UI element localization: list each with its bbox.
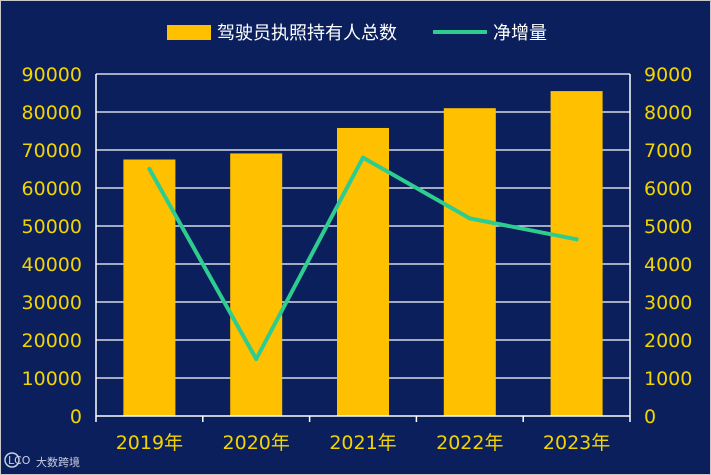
right-tick-label: 5000: [644, 216, 692, 238]
line-point: [147, 167, 152, 171]
left-tick-label: 70000: [22, 140, 82, 162]
line-point: [254, 357, 259, 361]
watermark: LCO 大数跨境: [4, 452, 80, 469]
category-label: 2023年: [543, 432, 610, 454]
watermark-logo-text: LCO: [8, 454, 31, 467]
line-series: [147, 155, 579, 361]
category-label: 2022年: [436, 432, 503, 454]
line-point: [467, 216, 472, 221]
category-label: 2020年: [223, 432, 290, 454]
left-tick-label: 60000: [22, 178, 82, 200]
left-tick-label: 90000: [22, 64, 82, 86]
right-tick-label: 2000: [644, 330, 692, 352]
bar-series: [123, 91, 603, 417]
left-tick-label: 0: [70, 406, 82, 428]
right-tick-label: 6000: [644, 178, 692, 200]
left-tick-label: 20000: [22, 330, 82, 352]
right-tick-label: 8000: [644, 102, 692, 124]
legend-line-label: 净增量: [493, 23, 547, 44]
left-tick-label: 50000: [22, 216, 82, 238]
watermark-text: 大数跨境: [36, 455, 80, 469]
right-tick-label: 7000: [644, 140, 692, 162]
right-tick-label: 0: [644, 406, 656, 428]
left-axis-ticks: 0 10000 20000 30000 40000 50000 60000 70000 8000…: [22, 64, 82, 428]
left-tick-label: 10000: [22, 368, 82, 390]
right-axis-ticks: 0 1000 2000 3000 4000 5000 6000 7000 8000 9000: [644, 64, 692, 428]
right-tick-label: 9000: [644, 64, 692, 86]
bar: [550, 91, 603, 416]
legend-bar-swatch: [167, 25, 211, 40]
line-point: [361, 155, 365, 160]
legend-bar-label: 驾驶员执照持有人总数: [217, 23, 397, 44]
bar: [443, 108, 496, 416]
x-axis-categories: 2019年 2020年 2021年 2022年 2023年: [116, 432, 611, 454]
left-tick-label: 80000: [22, 102, 82, 124]
watermark-logo-icon: [4, 452, 20, 468]
category-label: 2019年: [116, 432, 183, 454]
bar: [337, 127, 389, 417]
legend: 驾驶员执照持有人总数 净增量: [167, 23, 547, 44]
right-tick-label: 1000: [644, 368, 692, 390]
left-tick-label: 40000: [22, 254, 82, 276]
bar: [230, 153, 283, 417]
right-tick-label: 4000: [644, 254, 692, 276]
line-point: [574, 237, 579, 242]
left-tick-label: 30000: [22, 292, 82, 314]
category-label: 2021年: [329, 432, 396, 454]
axes: [95, 74, 631, 422]
right-tick-label: 3000: [644, 292, 692, 314]
